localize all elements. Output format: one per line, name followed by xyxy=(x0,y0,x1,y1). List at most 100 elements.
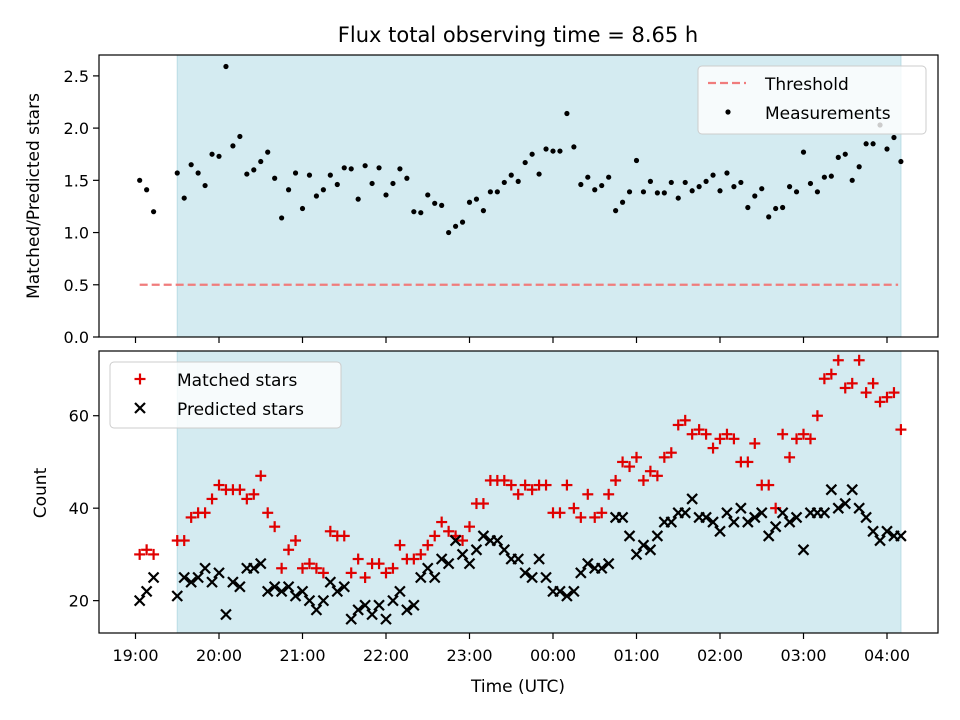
data-point xyxy=(188,162,194,168)
matched-point xyxy=(860,387,872,399)
data-point xyxy=(668,179,674,186)
matched-point xyxy=(575,511,587,523)
matched-point xyxy=(498,474,510,486)
matched-point xyxy=(839,382,851,394)
x-tick-label: 00:00 xyxy=(530,646,576,665)
matched-point xyxy=(686,428,698,440)
matched-point xyxy=(881,391,893,403)
predicted-point xyxy=(623,530,636,542)
predicted-point xyxy=(261,585,274,598)
matched-point xyxy=(422,539,434,551)
predicted-point xyxy=(630,548,643,561)
data-point xyxy=(501,179,507,186)
matched-point xyxy=(380,567,392,579)
matched-point xyxy=(283,544,295,556)
predicted-point xyxy=(234,580,246,593)
data-point xyxy=(258,158,264,165)
y-tick-label: 2.5 xyxy=(64,67,89,86)
matched-point xyxy=(763,479,775,491)
predicted-point xyxy=(783,516,796,528)
matched-point xyxy=(519,479,531,491)
data-point xyxy=(529,151,535,157)
x-tick-label: 23:00 xyxy=(446,646,492,665)
data-point xyxy=(195,170,201,176)
time-axis: 19:00 20:00 21:00 22:00 23:00 00:00 01:00 02:00… xyxy=(112,646,910,665)
predicted-point xyxy=(435,553,448,565)
predicted-point xyxy=(762,530,775,542)
plot-frame xyxy=(98,54,939,338)
data-point xyxy=(696,184,702,190)
data-point xyxy=(626,189,633,195)
predicted-point xyxy=(874,534,886,547)
data-point xyxy=(272,175,278,181)
x-tick-label: 03:00 xyxy=(780,646,826,665)
matched-point xyxy=(693,424,705,436)
predicted-point xyxy=(526,571,538,584)
matched-point xyxy=(798,428,809,440)
predicted-point xyxy=(171,590,184,602)
predicted-point xyxy=(714,525,726,538)
data-point xyxy=(599,182,605,189)
predicted-point xyxy=(206,576,218,588)
ratio-panel: 0.0 0.5 1.0 1.5 2.0 2.5 Threshold Measurements xyxy=(64,54,939,347)
predicted-point xyxy=(227,576,239,588)
matched-point xyxy=(707,442,719,454)
data-point xyxy=(745,204,751,211)
data-point xyxy=(355,196,361,202)
data-point xyxy=(675,195,681,201)
predicted-point xyxy=(735,502,747,514)
predicted-point xyxy=(185,576,197,588)
predicted-point xyxy=(192,571,204,584)
legend-predicted-label: Predicted stars xyxy=(177,400,304,420)
data-point xyxy=(418,210,424,216)
legend-box xyxy=(697,65,927,135)
matched-point xyxy=(610,474,622,486)
data-point xyxy=(487,189,493,195)
matched-point xyxy=(561,479,573,491)
matched-point xyxy=(178,535,190,547)
data-point xyxy=(793,189,800,195)
matched-point xyxy=(324,525,336,537)
matched-point xyxy=(290,535,302,547)
data-point xyxy=(466,199,473,205)
data-point xyxy=(327,172,333,178)
matched-point xyxy=(784,451,796,463)
matched-point xyxy=(526,484,538,496)
data-point xyxy=(870,141,876,147)
matched-point xyxy=(825,368,837,380)
data-point xyxy=(251,167,257,173)
predicted-point xyxy=(178,571,190,584)
data-point xyxy=(828,173,834,179)
data-point xyxy=(891,134,897,141)
matched-point xyxy=(297,562,308,574)
data-point xyxy=(633,157,640,164)
predicted-point xyxy=(776,507,789,519)
legend-box xyxy=(109,361,342,429)
data-point xyxy=(508,172,514,178)
data-point xyxy=(606,174,612,180)
data-point xyxy=(759,186,765,192)
matched-point xyxy=(644,465,656,477)
data-point xyxy=(849,177,855,183)
y-axis-label-count: Count xyxy=(31,467,51,518)
predicted-point xyxy=(742,516,754,528)
data-point xyxy=(341,165,347,171)
predicted-point xyxy=(582,557,594,570)
legend-matched-swatch xyxy=(134,373,146,385)
data-point xyxy=(299,205,306,212)
predicted-point xyxy=(700,511,712,524)
matched-point xyxy=(464,521,475,533)
data-point xyxy=(738,179,744,186)
matched-point xyxy=(206,493,218,505)
matched-point xyxy=(134,548,146,560)
data-point xyxy=(411,209,417,215)
predicted-point xyxy=(839,497,852,510)
data-point xyxy=(571,144,577,150)
y-tick-label: 20 xyxy=(69,592,89,611)
data-point xyxy=(383,192,389,198)
matched-point xyxy=(568,502,580,514)
legend-threshold-label: Threshold xyxy=(764,75,849,95)
data-point xyxy=(473,196,480,202)
predicted-point xyxy=(860,511,872,524)
predicted-point xyxy=(602,557,615,570)
